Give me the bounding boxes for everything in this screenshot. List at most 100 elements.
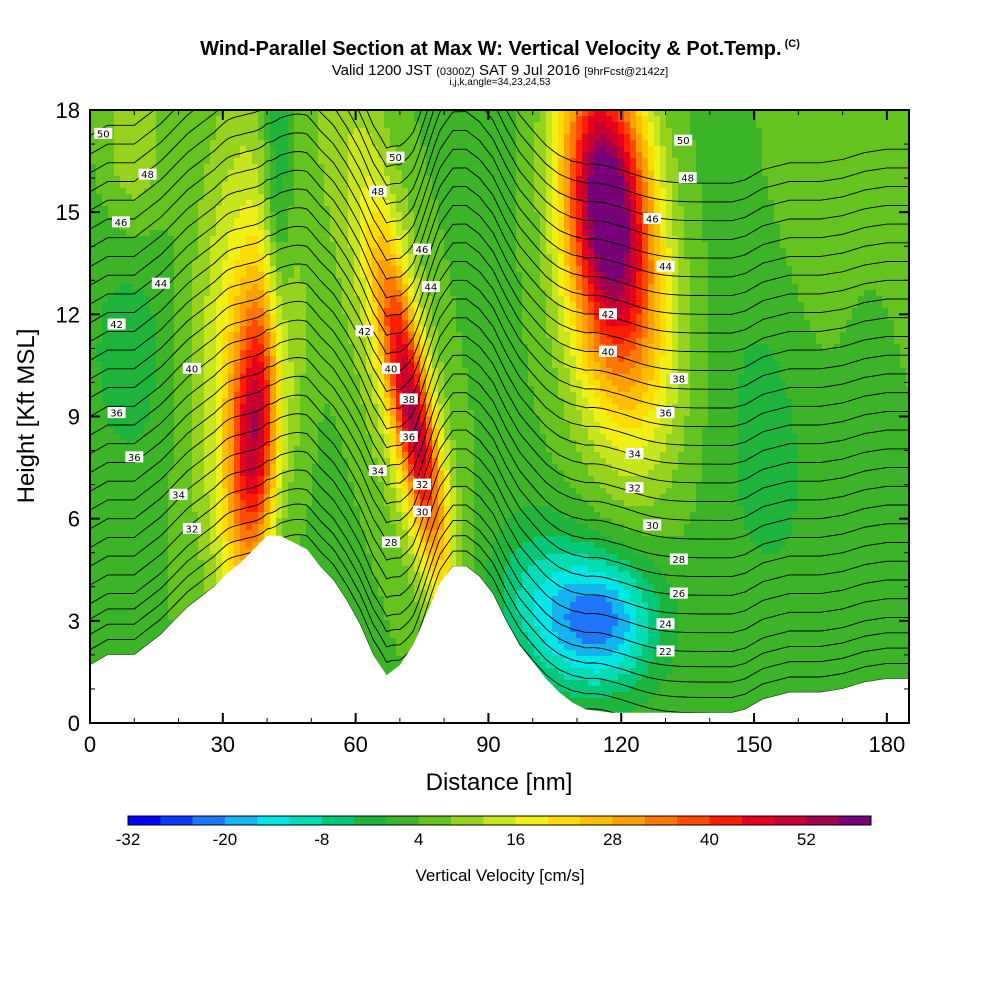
- field-cell-2692: [624, 224, 631, 231]
- field-cell-4960: [258, 326, 265, 333]
- field-cell-1959: [336, 194, 343, 201]
- field-cell-2410: [576, 212, 583, 219]
- field-cell-3022: [138, 242, 145, 249]
- field-cell-3006: [864, 236, 871, 243]
- field-cell-450: [324, 128, 331, 135]
- field-cell-4513: [864, 302, 871, 309]
- field-cell-777: [642, 140, 649, 147]
- field-cell-2641: [318, 224, 325, 231]
- field-cell-4406: [222, 302, 229, 309]
- field-cell-2848: [738, 230, 745, 237]
- field-cell-3535: [750, 260, 757, 267]
- field-cell-2121: [486, 200, 493, 207]
- field-cell-897: [540, 146, 547, 153]
- field-cell-3313: [240, 254, 247, 261]
- field-cell-1736: [642, 182, 649, 189]
- field-cell-3082: [498, 242, 505, 249]
- field-cell-2226: [294, 206, 301, 213]
- field-cell-3372: [594, 254, 601, 261]
- field-cell-2221: [264, 206, 271, 213]
- field-cell-4887: [642, 320, 649, 327]
- field-cell-1858: [552, 188, 559, 195]
- field-cell-836: [174, 146, 181, 153]
- field-cell-2875: [900, 230, 907, 237]
- field-cell-1372: [102, 170, 109, 177]
- field-cell-4634: [768, 308, 775, 315]
- field-cell-2508: [342, 218, 349, 225]
- field-cell-2218: [246, 206, 253, 213]
- field-cell-1630: [828, 176, 835, 183]
- field-cell-1366: [888, 164, 895, 171]
- field-cell-2668: [480, 224, 487, 231]
- field-cell-4196: [606, 290, 613, 297]
- field-cell-2323: [876, 206, 883, 213]
- field-cell-3233: [582, 248, 589, 255]
- field-cell-2546: [570, 218, 577, 225]
- field-cell-483: [522, 128, 529, 135]
- field-cell-1133: [312, 158, 319, 165]
- field-cell-4350: [708, 296, 715, 303]
- field-cell-4516: [882, 302, 889, 309]
- field-cell-4476: [642, 302, 649, 309]
- field-cell-404: [870, 122, 877, 129]
- field-cell-2832: [642, 230, 649, 237]
- field-cell-3176: [240, 248, 247, 255]
- field-cell-2566: [690, 218, 697, 225]
- field-cell-2496: [270, 218, 277, 225]
- field-cell-813: [858, 140, 865, 147]
- field-cell-2764: [234, 230, 241, 237]
- field-cell-1208: [762, 158, 769, 165]
- field-cell-3222: [516, 248, 523, 255]
- field-cell-1896: [780, 188, 787, 195]
- field-cell-2160: [720, 200, 727, 207]
- field-cell-1388: [198, 170, 205, 177]
- field-cell-4555: [294, 308, 301, 315]
- field-cell-445: [294, 128, 301, 135]
- field-cell-1660: [186, 182, 193, 189]
- field-cell-2542: [546, 218, 553, 225]
- field-cell-4898: [708, 320, 715, 327]
- field-cell-1407: [312, 170, 319, 177]
- field-cell-3505: [570, 260, 577, 267]
- field-cell-267: [870, 116, 877, 123]
- field-cell-2744: [114, 230, 121, 237]
- field-cell-4789: [876, 314, 883, 321]
- field-cell-840: [198, 146, 205, 153]
- field-cell-846: [234, 146, 241, 153]
- field-cell-3649: [612, 266, 619, 273]
- field-cell-2152: [672, 200, 679, 207]
- field-cell-4093: [810, 284, 817, 291]
- field-cell-2458: [864, 212, 871, 219]
- field-cell-4148: [318, 290, 325, 297]
- field-cell-1447: [552, 170, 559, 177]
- field-cell-3491: [486, 260, 493, 267]
- field-cell-4958: [246, 326, 253, 333]
- field-cell-226: [624, 116, 631, 123]
- field-cell-1137: [336, 158, 343, 165]
- field-cell-2164: [744, 200, 751, 207]
- field-cell-3079: [480, 242, 487, 249]
- field-cell-208: [516, 116, 523, 123]
- field-cell-765: [570, 140, 577, 147]
- field-cell-3717: [198, 272, 205, 279]
- field-cell-67: [492, 110, 499, 117]
- field-cell-458: [372, 128, 379, 135]
- field-cell-4872: [552, 320, 559, 327]
- field-cell-3274: [828, 248, 835, 255]
- field-cell-1569: [462, 176, 469, 183]
- field-cell-1354: [816, 164, 823, 171]
- field-cell-2695: [642, 224, 649, 231]
- field-cell-2432: [708, 212, 715, 219]
- field-cell-1794: [168, 188, 175, 195]
- field-cell-3154: [108, 248, 115, 255]
- field-cell-4818: [228, 320, 235, 327]
- field-cell-4023: [390, 284, 397, 291]
- field-cell-3429: [114, 260, 121, 267]
- field-cell-1541: [294, 176, 301, 183]
- field-cell-3470: [360, 260, 367, 267]
- field-cell-3419: [876, 254, 883, 261]
- field-cell-2325: [888, 206, 895, 213]
- field-cell-4708: [390, 314, 397, 321]
- field-cell-905: [588, 146, 595, 153]
- field-cell-2937: [450, 236, 457, 243]
